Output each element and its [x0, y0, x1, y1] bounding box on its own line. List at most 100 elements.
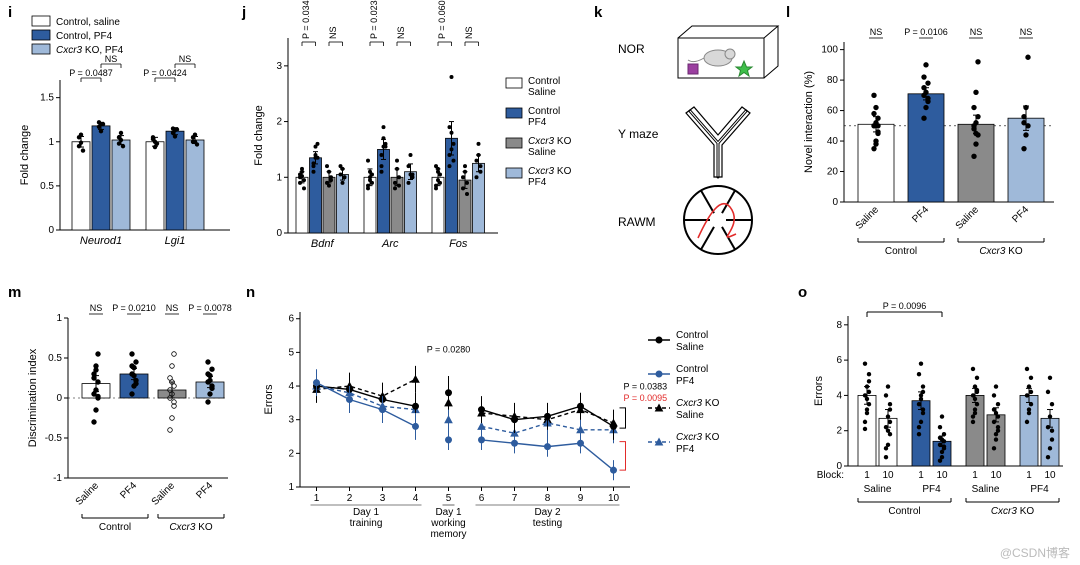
svg-text:NS: NS — [970, 27, 983, 37]
svg-text:Cxcr3 KO: Cxcr3 KO — [528, 166, 572, 177]
svg-text:4: 4 — [413, 493, 419, 504]
svg-text:1: 1 — [48, 137, 54, 148]
svg-text:8: 8 — [545, 493, 551, 504]
svg-text:NS: NS — [90, 303, 103, 313]
svg-text:2: 2 — [276, 117, 282, 128]
svg-text:0.5: 0.5 — [40, 181, 54, 192]
svg-text:6: 6 — [479, 493, 485, 504]
svg-text:NOR: NOR — [618, 42, 645, 56]
svg-text:Cxcr3 KO: Cxcr3 KO — [979, 246, 1023, 257]
svg-text:Fold change: Fold change — [19, 125, 31, 186]
svg-text:Discrimination index: Discrimination index — [27, 348, 39, 447]
svg-text:1: 1 — [864, 470, 870, 481]
svg-text:Saline: Saline — [676, 410, 704, 421]
svg-text:Errors: Errors — [813, 376, 825, 406]
panel-k-svg: NORY mazeRAWM — [600, 8, 780, 268]
panel-letter-l: l — [786, 4, 790, 21]
svg-text:P = 0.0235: P = 0.0235 — [369, 0, 379, 39]
svg-text:PF4: PF4 — [910, 204, 931, 225]
svg-text:Cxcr3 KO: Cxcr3 KO — [528, 136, 572, 147]
svg-text:PF4: PF4 — [676, 376, 695, 387]
svg-text:80: 80 — [827, 75, 839, 86]
svg-text:4: 4 — [836, 390, 842, 401]
svg-text:5: 5 — [288, 347, 294, 358]
svg-text:PF4: PF4 — [118, 480, 139, 501]
svg-text:PF4: PF4 — [194, 480, 215, 501]
svg-text:Saline: Saline — [864, 484, 892, 495]
svg-text:PF4: PF4 — [922, 484, 941, 495]
svg-text:-1: -1 — [53, 473, 62, 484]
svg-text:Saline: Saline — [528, 147, 556, 158]
panel-l-svg: 020406080100Novel interaction (%)SalineP… — [792, 8, 1072, 268]
panel-n: n 12345612345678910ErrorsDay 1trainingDa… — [252, 288, 792, 558]
svg-text:Saline: Saline — [972, 484, 1000, 495]
svg-text:PF4: PF4 — [676, 444, 695, 455]
svg-text:Saline: Saline — [74, 480, 102, 508]
panel-o: o 02468Errors110Saline110PF4110Saline110… — [804, 288, 1074, 558]
svg-text:Day 2: Day 2 — [534, 507, 561, 518]
svg-text:1.5: 1.5 — [40, 93, 54, 104]
svg-text:9: 9 — [578, 493, 584, 504]
svg-text:NS: NS — [179, 54, 192, 64]
svg-text:NS: NS — [328, 26, 338, 39]
panel-l: l 020406080100Novel interaction (%)Salin… — [792, 8, 1072, 268]
svg-text:40: 40 — [827, 136, 839, 147]
panel-letter-n: n — [246, 284, 255, 301]
svg-text:Saline: Saline — [676, 342, 704, 353]
svg-text:7: 7 — [512, 493, 518, 504]
svg-text:P = 0.0601: P = 0.0601 — [437, 0, 447, 39]
svg-text:1: 1 — [56, 313, 62, 324]
svg-text:Bdnf: Bdnf — [311, 238, 335, 250]
svg-text:NS: NS — [166, 303, 179, 313]
svg-text:Neurod1: Neurod1 — [80, 235, 122, 247]
svg-text:Block:: Block: — [817, 470, 844, 481]
svg-text:Novel interaction (%): Novel interaction (%) — [803, 71, 815, 173]
svg-text:NS: NS — [105, 54, 118, 64]
svg-text:working: working — [430, 518, 465, 529]
svg-text:10: 10 — [1044, 470, 1056, 481]
svg-text:P = 0.0210: P = 0.0210 — [112, 303, 156, 313]
svg-text:1: 1 — [918, 470, 924, 481]
svg-text:Arc: Arc — [381, 238, 399, 250]
svg-text:0: 0 — [276, 228, 282, 239]
svg-text:Control: Control — [885, 246, 917, 257]
svg-text:10: 10 — [608, 493, 620, 504]
svg-text:-0.5: -0.5 — [45, 433, 63, 444]
svg-text:P = 0.0349: P = 0.0349 — [301, 0, 311, 39]
svg-text:NS: NS — [464, 26, 474, 39]
svg-text:Cxcr3 KO: Cxcr3 KO — [676, 398, 720, 409]
svg-text:0: 0 — [56, 393, 62, 404]
svg-text:2: 2 — [836, 426, 842, 437]
svg-text:RAWM: RAWM — [618, 215, 656, 229]
panel-m: m -1-0.500.51Discrimination indexSalineP… — [14, 288, 240, 558]
svg-text:NS: NS — [1020, 27, 1033, 37]
svg-text:60: 60 — [827, 106, 839, 117]
panel-letter-m: m — [8, 284, 21, 301]
svg-text:P = 0.0106: P = 0.0106 — [904, 27, 948, 37]
svg-text:4: 4 — [288, 381, 294, 392]
svg-text:PF4: PF4 — [528, 117, 547, 128]
svg-text:P = 0.0280: P = 0.0280 — [427, 344, 471, 354]
panel-o-svg: 02468Errors110Saline110PF4110Saline110PF… — [804, 288, 1074, 558]
svg-text:3: 3 — [288, 415, 294, 426]
svg-text:1: 1 — [276, 172, 282, 183]
svg-text:0: 0 — [832, 197, 838, 208]
panel-i-svg: Control, salineControl, PF4Cxcr3 KO, PF4… — [14, 8, 240, 268]
figure-root: i Control, salineControl, PF4Cxcr3 KO, P… — [0, 0, 1080, 565]
svg-text:0: 0 — [48, 225, 54, 236]
svg-text:Saline: Saline — [150, 480, 178, 508]
svg-text:P = 0.0096: P = 0.0096 — [883, 301, 927, 311]
panel-j: j 0123Fold changeP = 0.0349NSBdnfP = 0.0… — [248, 8, 588, 268]
svg-text:3: 3 — [380, 493, 386, 504]
svg-text:Control: Control — [676, 330, 708, 341]
svg-text:0.5: 0.5 — [48, 353, 62, 364]
svg-text:10: 10 — [990, 470, 1002, 481]
svg-text:6: 6 — [836, 355, 842, 366]
svg-text:10: 10 — [882, 470, 894, 481]
svg-text:Control, PF4: Control, PF4 — [56, 31, 113, 42]
svg-text:testing: testing — [533, 518, 562, 529]
svg-text:Saline: Saline — [854, 204, 882, 232]
svg-text:2: 2 — [288, 448, 294, 459]
panel-i: i Control, salineControl, PF4Cxcr3 KO, P… — [14, 8, 240, 268]
svg-text:3: 3 — [276, 61, 282, 72]
